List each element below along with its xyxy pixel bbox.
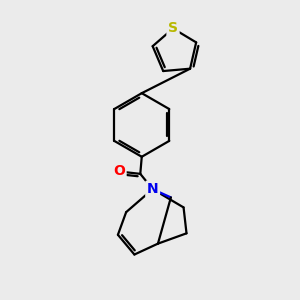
Text: N: N	[147, 182, 158, 196]
Text: S: S	[168, 22, 178, 35]
Text: O: O	[113, 164, 125, 178]
